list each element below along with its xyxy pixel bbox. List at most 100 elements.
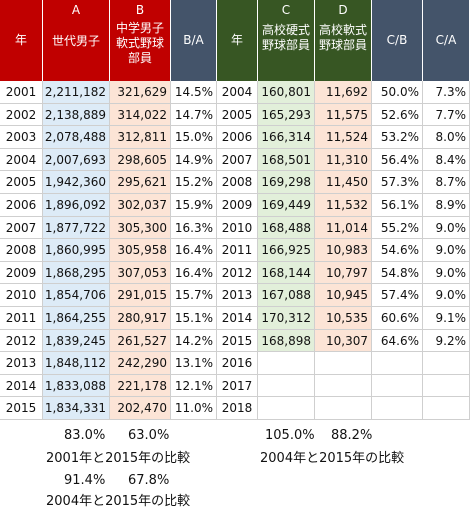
col-c-label-line-1: 高校硬式 bbox=[261, 23, 310, 37]
left-year-cell: 2007 bbox=[0, 217, 43, 239]
col-b-cell: 302,037 bbox=[110, 194, 171, 217]
col-d-cell: 10,983 bbox=[315, 239, 372, 262]
summary-left-caption-2001: 2001年と2015年の比較 bbox=[46, 451, 191, 466]
col-b-cell: 305,958 bbox=[110, 239, 171, 262]
col-a-cell: 1,854,706 bbox=[43, 284, 110, 307]
right-year-cell: 2012 bbox=[217, 262, 258, 284]
ratio-ca-cell: 9.0% bbox=[423, 217, 470, 239]
col-c-cell bbox=[258, 375, 315, 397]
col-b-label-line-1: 中学男子 bbox=[115, 21, 164, 35]
summary-right-caption: 2004年と2015年の比較 bbox=[260, 451, 405, 466]
ratio-cb-cell: 56.1% bbox=[372, 194, 423, 217]
col-c-cell: 168,488 bbox=[258, 217, 315, 239]
right-header-cb: C/B bbox=[372, 0, 423, 81]
col-a-cell: 1,848,112 bbox=[43, 352, 110, 375]
right-year-cell: 2009 bbox=[217, 194, 258, 217]
col-b-cell: 305,300 bbox=[110, 217, 171, 239]
right-year-cell: 2004 bbox=[217, 81, 258, 104]
col-c-cell: 165,293 bbox=[258, 104, 315, 126]
right-year-cell: 2010 bbox=[217, 217, 258, 239]
col-b-cell: 295,621 bbox=[110, 171, 171, 194]
col-c-cell bbox=[258, 352, 315, 375]
ratio-ba-cell: 12.1% bbox=[171, 375, 217, 397]
ratio-ba-cell: 14.2% bbox=[171, 330, 217, 352]
ratio-ca-cell: 9.2% bbox=[423, 330, 470, 352]
col-a-cell: 1,833,088 bbox=[43, 375, 110, 397]
col-d-cell: 11,450 bbox=[315, 171, 372, 194]
ratio-ca-cell: 8.4% bbox=[423, 149, 470, 171]
col-c-cell: 169,449 bbox=[258, 194, 315, 217]
ratio-ca-cell: 9.0% bbox=[423, 239, 470, 262]
ratio-ba-cell: 14.5% bbox=[171, 81, 217, 104]
ratio-ba-cell: 15.9% bbox=[171, 194, 217, 217]
col-c-cell: 168,501 bbox=[258, 149, 315, 171]
right-year-cell: 2011 bbox=[217, 239, 258, 262]
ratio-ba-label: B/A bbox=[183, 33, 204, 47]
ratio-ba-cell: 15.1% bbox=[171, 307, 217, 330]
ratio-cb-cell: 57.3% bbox=[372, 171, 423, 194]
ratio-ca-cell: 7.7% bbox=[423, 104, 470, 126]
col-d-cell: 10,797 bbox=[315, 262, 372, 284]
col-d-cell: 11,310 bbox=[315, 149, 372, 171]
col-d-cell bbox=[315, 352, 372, 375]
ratio-cb-cell bbox=[372, 397, 423, 420]
summary-left-a-pct-2001: 83.0% bbox=[64, 428, 106, 443]
col-c-letter: C bbox=[281, 3, 291, 17]
col-d-cell: 11,532 bbox=[315, 194, 372, 217]
left-year-cell: 2015 bbox=[0, 397, 43, 420]
col-a-cell: 1,942,360 bbox=[43, 171, 110, 194]
summary-right-c-pct: 105.0% bbox=[265, 428, 315, 443]
left-header-ratio: B/A bbox=[171, 0, 217, 81]
ratio-ba-cell: 14.9% bbox=[171, 149, 217, 171]
col-d-cell bbox=[315, 397, 372, 420]
ratio-ba-cell: 13.1% bbox=[171, 352, 217, 375]
col-d-cell: 10,535 bbox=[315, 307, 372, 330]
col-b-cell: 312,811 bbox=[110, 126, 171, 149]
col-d-cell: 10,945 bbox=[315, 284, 372, 307]
ratio-cb-label: C/B bbox=[386, 33, 408, 47]
right-header-ca: C/A bbox=[423, 0, 470, 81]
ratio-cb-cell: 55.2% bbox=[372, 217, 423, 239]
right-year-cell: 2013 bbox=[217, 284, 258, 307]
ratio-cb-cell: 60.6% bbox=[372, 307, 423, 330]
right-header-col-d: D 高校軟式 野球部員 bbox=[315, 0, 372, 81]
ratio-ca-cell: 9.1% bbox=[423, 307, 470, 330]
col-a-cell: 2,078,488 bbox=[43, 126, 110, 149]
col-a-cell: 1,868,295 bbox=[43, 262, 110, 284]
col-a-cell: 1,864,255 bbox=[43, 307, 110, 330]
col-a-cell: 1,839,245 bbox=[43, 330, 110, 352]
col-b-cell: 321,629 bbox=[110, 81, 171, 104]
col-a-cell: 2,007,693 bbox=[43, 149, 110, 171]
col-b-cell: 242,290 bbox=[110, 352, 171, 375]
ratio-cb-cell bbox=[372, 375, 423, 397]
col-c-cell: 167,088 bbox=[258, 284, 315, 307]
col-c-cell: 168,144 bbox=[258, 262, 315, 284]
col-a-cell: 1,860,995 bbox=[43, 239, 110, 262]
col-a-cell: 1,896,092 bbox=[43, 194, 110, 217]
summary-left-caption-2004: 2004年と2015年の比較 bbox=[46, 494, 191, 509]
ratio-cb-cell: 53.2% bbox=[372, 126, 423, 149]
ratio-ba-cell: 11.0% bbox=[171, 397, 217, 420]
ratio-ba-cell: 16.3% bbox=[171, 217, 217, 239]
col-c-cell: 170,312 bbox=[258, 307, 315, 330]
right-year-cell: 2006 bbox=[217, 126, 258, 149]
ratio-cb-cell: 64.6% bbox=[372, 330, 423, 352]
col-c-cell bbox=[258, 397, 315, 420]
col-d-cell: 10,307 bbox=[315, 330, 372, 352]
ratio-cb-cell bbox=[372, 352, 423, 375]
left-header-year: 年 bbox=[0, 0, 43, 81]
ratio-cb-cell: 54.6% bbox=[372, 239, 423, 262]
left-year-cell: 2014 bbox=[0, 375, 43, 397]
right-header-year: 年 bbox=[217, 0, 258, 81]
summary-left-a-pct-2004: 91.4% bbox=[64, 473, 106, 488]
ratio-ca-cell bbox=[423, 375, 470, 397]
ratio-ca-cell: 9.0% bbox=[423, 284, 470, 307]
col-b-cell: 202,470 bbox=[110, 397, 171, 420]
ratio-cb-cell: 50.0% bbox=[372, 81, 423, 104]
ratio-ca-cell: 7.3% bbox=[423, 81, 470, 104]
ratio-ca-cell: 8.9% bbox=[423, 194, 470, 217]
ratio-ba-cell: 15.0% bbox=[171, 126, 217, 149]
col-b-cell: 261,527 bbox=[110, 330, 171, 352]
left-header-col-b: B 中学男子 軟式野球 部員 bbox=[110, 0, 171, 81]
col-a-cell: 2,211,182 bbox=[43, 81, 110, 104]
